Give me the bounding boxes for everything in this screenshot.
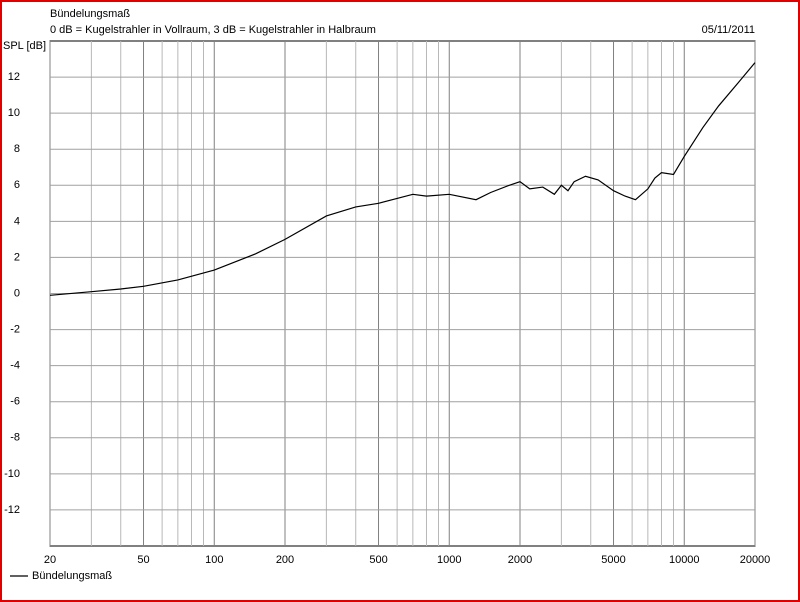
y-tick-label: -4: [10, 360, 20, 372]
y-tick-label: 4: [14, 215, 20, 227]
x-tick-label: 200: [276, 554, 294, 566]
x-tick-label: 5000: [601, 554, 625, 566]
y-axis-label: SPL [dB]: [3, 40, 46, 52]
legend-label: Bündelungsmaß: [32, 570, 112, 582]
y-tick-label: -6: [10, 396, 20, 408]
chart-subtitle: 0 dB = Kugelstrahler in Vollraum, 3 dB =…: [50, 24, 376, 36]
y-tick-label: 12: [8, 71, 20, 83]
x-tick-label: 100: [205, 554, 223, 566]
chart-title: Bündelungsmaß: [50, 8, 130, 20]
x-tick-label: 20000: [740, 554, 771, 566]
y-tick-label: -8: [10, 432, 20, 444]
y-tick-label: 6: [14, 179, 20, 191]
x-tick-label: 1000: [437, 554, 461, 566]
y-tick-label: -12: [4, 504, 20, 516]
x-tick-label: 50: [137, 554, 149, 566]
x-tick-label: 20: [44, 554, 56, 566]
y-tick-label: 0: [14, 287, 20, 299]
x-tick-label: 500: [369, 554, 387, 566]
y-tick-label: -2: [10, 323, 20, 335]
y-tick-label: -10: [4, 468, 20, 480]
y-tick-label: 10: [8, 107, 20, 119]
y-tick-label: 2: [14, 251, 20, 263]
x-tick-label: 10000: [669, 554, 700, 566]
y-tick-label: 8: [14, 143, 20, 155]
x-tick-label: 2000: [508, 554, 532, 566]
line: [49, 62, 756, 296]
date: 05/11/2011: [702, 24, 755, 36]
